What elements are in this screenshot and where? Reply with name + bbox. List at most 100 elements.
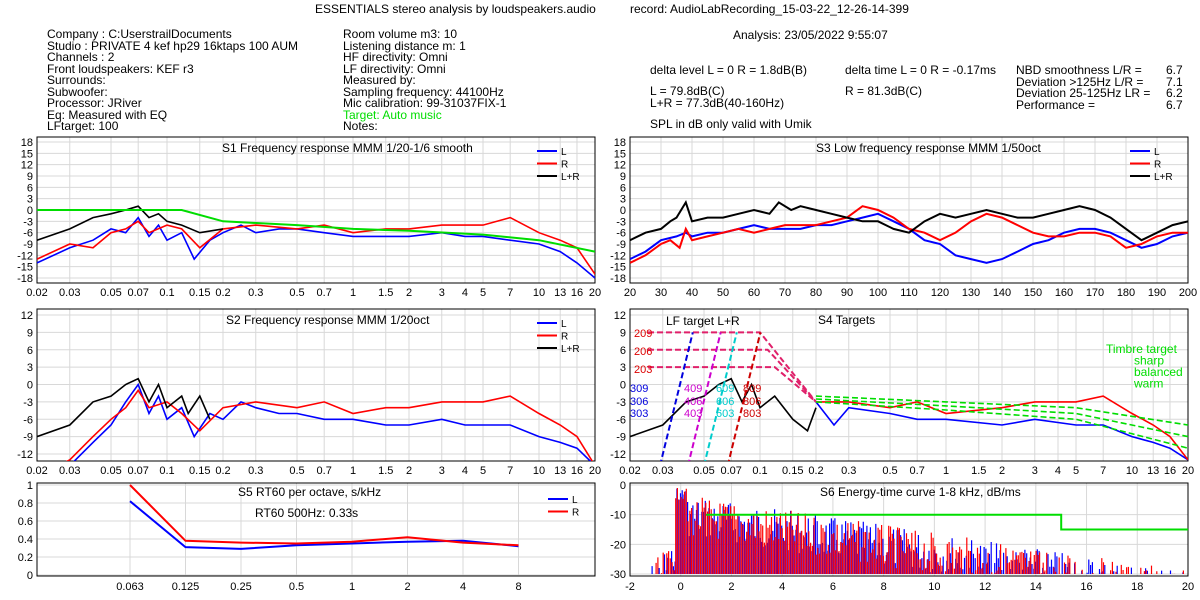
s2-xtick-19: 16 <box>571 465 583 477</box>
s4-frame <box>629 308 1189 462</box>
s1-xtick-13: 3 <box>439 287 445 299</box>
s2-xtick-15: 5 <box>480 465 486 477</box>
s2-legend-label-1: R <box>561 332 568 343</box>
s4-rolloff-1 <box>688 332 722 461</box>
s2-xtick-8: 0.5 <box>289 465 304 477</box>
s1-ytick-9: -9 <box>23 239 33 251</box>
s6-xtick-9: 16 <box>1080 581 1092 593</box>
s4-ytick-7: -9 <box>616 432 626 444</box>
s4-ytick-5: -3 <box>616 397 626 409</box>
info-subwoofer: Subwoofer: <box>47 84 108 99</box>
s4-ytick-6: -6 <box>616 414 626 426</box>
s2-ytick-6: -6 <box>23 414 33 426</box>
s3-xtick-4: 60 <box>748 287 760 299</box>
s2-ytick-1: 9 <box>27 327 33 339</box>
s4-xtick-7: 0.3 <box>841 465 856 477</box>
s2-xtick-7: 0.3 <box>248 465 263 477</box>
s6-xtick-0: -2 <box>625 581 635 593</box>
s1-ytick-3: 9 <box>27 171 33 183</box>
info-column-left: Company : C:UserstrailDocuments Studio :… <box>47 27 298 133</box>
metric-perf-label: Performance = <box>1016 97 1096 112</box>
s1-xtick-3: 0.07 <box>127 287 148 299</box>
s4-xtick-8: 0.5 <box>882 465 897 477</box>
s3-ytick-8: -6 <box>616 228 626 240</box>
s2-xtick-18: 13 <box>554 465 566 477</box>
s1-xtick-9: 0.7 <box>317 287 332 299</box>
s4-ytick-2: 6 <box>620 345 626 357</box>
s3-xtick-13: 150 <box>1024 287 1042 299</box>
s1-xtick-1: 0.03 <box>59 287 80 299</box>
s4-xtick-11: 1.5 <box>971 465 986 477</box>
s4-xtick-0: 0.02 <box>619 465 640 477</box>
s5-ytick-2: 0.6 <box>18 516 33 528</box>
s1-xtick-15: 5 <box>480 287 486 299</box>
s2-xtick-14: 4 <box>462 465 468 477</box>
s2-ytick-2: 6 <box>27 345 33 357</box>
s5-xtick-6: 4 <box>460 581 466 593</box>
s4-xtick-3: 0.07 <box>720 465 741 477</box>
s4-series-timbre-warm <box>815 401 1188 449</box>
s5-ytick-1: 0.8 <box>18 498 33 510</box>
s2-xtick-5: 0.15 <box>189 465 210 477</box>
s2-xtick-20: 20 <box>589 465 601 477</box>
s3-ytick-5: 3 <box>620 194 626 206</box>
s1-xtick-4: 0.1 <box>159 287 174 299</box>
s1-ytick-12: -18 <box>17 273 33 285</box>
s4-rolloff-2 <box>704 332 738 461</box>
s5-annotation: RT60 500Hz: 0.33s <box>255 506 358 520</box>
s3-xtick-2: 40 <box>686 287 698 299</box>
s4-series-lf-target-3 <box>648 366 817 403</box>
info-lftarget: LFtarget: 100 <box>47 119 119 133</box>
metric-r-spl: R = 81.3dB(C) <box>845 84 923 98</box>
s5-series-r <box>129 484 519 547</box>
s6-xtick-1: 0 <box>678 581 684 593</box>
s3-xtick-9: 110 <box>900 287 918 299</box>
s2-ytick-3: 3 <box>27 362 33 374</box>
s4-xtick-18: 13 <box>1147 465 1159 477</box>
s4-xtick-12: 2 <box>999 465 1005 477</box>
s1-ytick-1: 15 <box>21 148 33 160</box>
s3-series-l <box>630 212 1188 264</box>
s2-xtick-0: 0.02 <box>26 465 47 477</box>
s2-xtick-9: 0.7 <box>317 465 332 477</box>
s5-xtick-3: 0.5 <box>289 581 304 593</box>
s6-xtick-2: 2 <box>728 581 734 593</box>
s2-ytick-4: 0 <box>27 380 33 392</box>
s4-xtick-19: 16 <box>1164 465 1176 477</box>
s4-xtick-14: 4 <box>1055 465 1061 477</box>
metric-dev25-label: Deviation 25-125Hz LR = <box>1016 86 1151 100</box>
info-company: Company : C:UserstrailDocuments <box>47 27 232 41</box>
s1-ytick-8: -6 <box>23 228 33 240</box>
s1-ytick-11: -15 <box>17 262 33 274</box>
info-room-volume: Room volume m3: 10 <box>343 27 458 41</box>
s4-xtick-15: 5 <box>1073 465 1079 477</box>
info-notes: Notes: <box>343 119 378 133</box>
analysis-date: Analysis: 23/05/2022 9:55:07 <box>733 28 888 42</box>
s2-ytick-8: -12 <box>17 449 33 461</box>
s1-xtick-8: 0.5 <box>289 287 304 299</box>
s4-rolloff-0 <box>660 332 694 461</box>
s4-series-timbre-balanced <box>815 398 1188 438</box>
s6-ytick-2: -20 <box>610 539 626 551</box>
s1-xtick-12: 2 <box>406 287 412 299</box>
s6-ytick-3: -30 <box>610 569 626 581</box>
s1-title: S1 Frequency response MMM 1/20-1/6 smoot… <box>222 141 473 155</box>
s3-xtick-11: 130 <box>962 287 980 299</box>
info-processor: Processor: JRiver <box>47 96 142 110</box>
s5-xtick-1: 0.125 <box>172 581 200 593</box>
s1-xtick-5: 0.15 <box>189 287 210 299</box>
s3-xtick-16: 180 <box>1117 287 1135 299</box>
metric-dev125-label: Deviation >125Hz L/R = <box>1016 74 1144 89</box>
info-front-speakers: Front loudspeakers: KEF r3 <box>47 61 194 76</box>
s6-xtick-7: 12 <box>979 581 991 593</box>
s1-ytick-5: 3 <box>27 194 33 206</box>
s3-xtick-14: 160 <box>1055 287 1073 299</box>
record-name: record: AudioLabRecording_15-03-22_12-26… <box>630 2 909 16</box>
s5-legend-label-1: R <box>572 508 579 519</box>
s5-ytick-0: 1 <box>27 480 33 492</box>
s4-ytick-1: 9 <box>620 327 626 339</box>
s5-xtick-5: 2 <box>404 581 410 593</box>
s4-lf-label-1: 206 <box>634 346 652 358</box>
s4-series-r <box>816 395 1188 461</box>
info-lf-directivity: LF directivity: Omni <box>343 61 446 76</box>
